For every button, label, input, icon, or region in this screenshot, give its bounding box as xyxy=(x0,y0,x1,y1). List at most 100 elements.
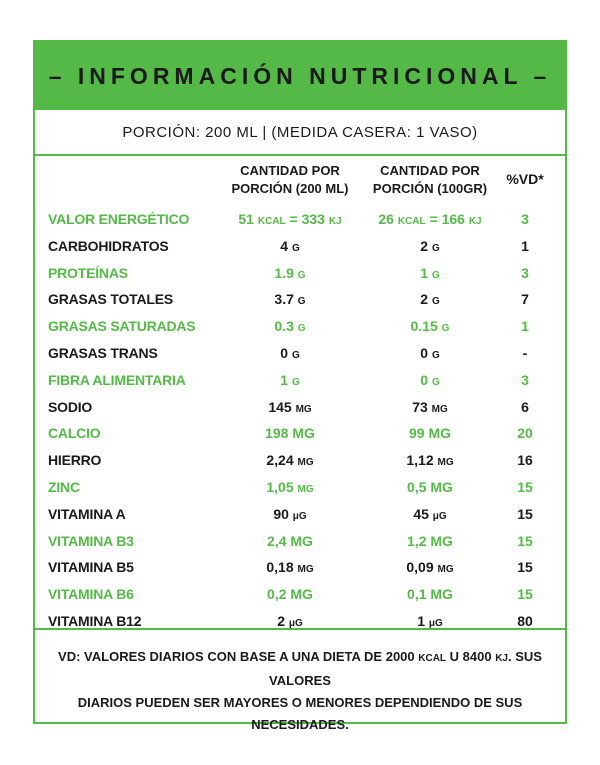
value-number: 26 xyxy=(378,211,394,227)
value-per-serving: 2 μG xyxy=(225,613,355,629)
value-number: 1 xyxy=(417,612,425,629)
value-per-serving: 51 KCAL = 333 KJ xyxy=(225,211,355,227)
value-number: 3.7 xyxy=(274,291,294,308)
value-number: 73 xyxy=(412,398,428,415)
value-number: 51 xyxy=(238,211,254,227)
table-row: SODIO 145 MG 73 MG 6 xyxy=(35,394,565,421)
value-per-serving: 145 MG xyxy=(225,399,355,415)
table-row: GRASAS SATURADAS 0.3 G 0.15 G 1 xyxy=(35,313,565,340)
daily-value-percent: 20 xyxy=(517,425,533,442)
daily-value-percent: 3 xyxy=(521,211,529,227)
value-per-100: 99 MG xyxy=(365,425,495,441)
daily-value-percent: 3 xyxy=(521,371,529,388)
daily-value-percent: 15 xyxy=(517,559,533,576)
value-number: 2,24 xyxy=(266,452,294,469)
value-unit: MG xyxy=(431,403,448,415)
value-per-serving: 1,05 MG xyxy=(225,479,355,495)
value-per-100: 2 G xyxy=(365,238,495,254)
daily-value-percent: 80 xyxy=(517,612,533,629)
footnote-text-c: . SUS VALORES xyxy=(269,649,542,688)
value-number: 90 xyxy=(273,505,289,522)
value-unit: G xyxy=(297,323,306,335)
value-per-serving: 4 G xyxy=(225,238,355,254)
value-number: 4 xyxy=(280,237,289,254)
footnote-text-b: U 8400 xyxy=(446,649,496,664)
daily-value-percent: 16 xyxy=(517,452,533,469)
value-per-serving: 0 G xyxy=(225,345,355,361)
value-number: 0 xyxy=(280,344,289,361)
value-unit: MG xyxy=(297,457,314,469)
nutrient-name: PROTEÍNAS xyxy=(48,264,128,281)
value-number: 0.3 xyxy=(274,318,294,335)
value-number: 0 xyxy=(420,371,429,388)
col-header-per-100: CANTIDAD POR PORCIÓN (100GR) xyxy=(372,163,488,196)
value-per-serving: 198 MG xyxy=(225,425,355,441)
table-row: VITAMINA B5 0,18 MG 0,09 MG 15 xyxy=(35,554,565,581)
value-unit: G xyxy=(291,242,300,254)
value-unit: KCAL xyxy=(397,216,426,227)
value-number: 198 MG xyxy=(265,425,315,442)
value-number: 0,18 xyxy=(266,559,294,576)
value-per-serving: 2,4 MG xyxy=(225,533,355,549)
value-unit: μG xyxy=(288,617,303,629)
nutrient-name: CARBOHIDRATOS xyxy=(48,237,169,254)
daily-value-percent: 15 xyxy=(517,478,533,495)
value-unit: G xyxy=(297,296,306,308)
nutrition-panel: – INFORMACIÓN NUTRICIONAL – PORCIÓN: 200… xyxy=(33,40,567,732)
table-row: VITAMINA B12 2 μG 1 μG 80 xyxy=(35,608,565,635)
nutrient-name: VITAMINA B6 xyxy=(48,586,134,603)
nutrient-name: GRASAS TOTALES xyxy=(48,291,174,308)
value-per-100: 1 G xyxy=(365,265,495,281)
value-per-100: 1,12 MG xyxy=(365,452,495,468)
value-unit: G xyxy=(431,269,440,281)
header-band: – INFORMACIÓN NUTRICIONAL – xyxy=(35,42,565,110)
value-per-serving: 1.9 G xyxy=(225,265,355,281)
value-per-100: 2 G xyxy=(365,291,495,307)
footnote-kj-unit: KJ xyxy=(495,653,508,664)
table-row: VALOR ENERGÉTICO 51 KCAL = 333 KJ 26 KCAL … xyxy=(35,206,565,233)
footnote-kcal-unit: KCAL xyxy=(418,653,447,664)
table-row: FIBRA ALIMENTARIA 1 G 0 G 3 xyxy=(35,367,565,394)
daily-value-percent: 7 xyxy=(521,291,529,308)
value-number: 1,12 xyxy=(406,452,434,469)
value-per-100: 45 μG xyxy=(365,506,495,522)
value-unit: MG xyxy=(437,457,454,469)
daily-value-percent: 1 xyxy=(521,237,529,254)
value-per-serving: 1 G xyxy=(225,372,355,388)
value-per-100: 0 G xyxy=(365,345,495,361)
value-per-100: 0,1 MG xyxy=(365,586,495,602)
value-number: 2 xyxy=(420,291,429,308)
value-per-100: 0 G xyxy=(365,372,495,388)
daily-value-percent: 1 xyxy=(521,318,529,335)
panel-title: – INFORMACIÓN NUTRICIONAL – xyxy=(48,62,552,89)
footnote-line-1: VD: VALORES DIARIOS CON BASE A UNA DIETA… xyxy=(49,646,551,692)
col-header-per-serving: CANTIDAD POR PORCIÓN (200 ML) xyxy=(231,163,349,196)
table-header: CANTIDAD POR PORCIÓN (200 ML) CANTIDAD PO… xyxy=(35,156,565,206)
value-number: 0,2 MG xyxy=(267,586,313,603)
nutrition-table: CANTIDAD POR PORCIÓN (200 ML) CANTIDAD PO… xyxy=(35,156,565,635)
value-per-serving: 0,18 MG xyxy=(225,559,355,575)
footnote-line-2: DIARIOS PUEDEN SER MAYORES O MENORES DEP… xyxy=(77,695,523,732)
value-number: 145 xyxy=(268,398,292,415)
value-per-serving: 3.7 G xyxy=(225,291,355,307)
value-unit: G xyxy=(431,242,440,254)
daily-value-percent: 15 xyxy=(517,532,533,549)
nutrient-name: GRASAS SATURADAS xyxy=(48,318,196,335)
serving-text: PORCIÓN: 200 ML | (MEDIDA CASERA: 1 VASO… xyxy=(122,123,478,141)
value-number: 0 xyxy=(420,344,429,361)
value-unit: G xyxy=(431,349,440,361)
nutrient-name: VITAMINA B5 xyxy=(48,559,134,576)
value-unit: μG xyxy=(432,510,447,522)
value-per-100: 0,5 MG xyxy=(365,479,495,495)
nutrient-name: FIBRA ALIMENTARIA xyxy=(48,371,186,388)
value-number-secondary: = 166 xyxy=(425,211,469,227)
value-number: 99 MG xyxy=(408,425,451,442)
value-unit: MG xyxy=(297,483,314,495)
value-number: 1,2 MG xyxy=(407,532,453,549)
value-per-100: 0.15 G xyxy=(365,318,495,334)
daily-value-percent: 15 xyxy=(517,505,533,522)
value-unit-secondary: KJ xyxy=(468,216,482,227)
nutrient-name: VITAMINA B12 xyxy=(48,612,142,629)
